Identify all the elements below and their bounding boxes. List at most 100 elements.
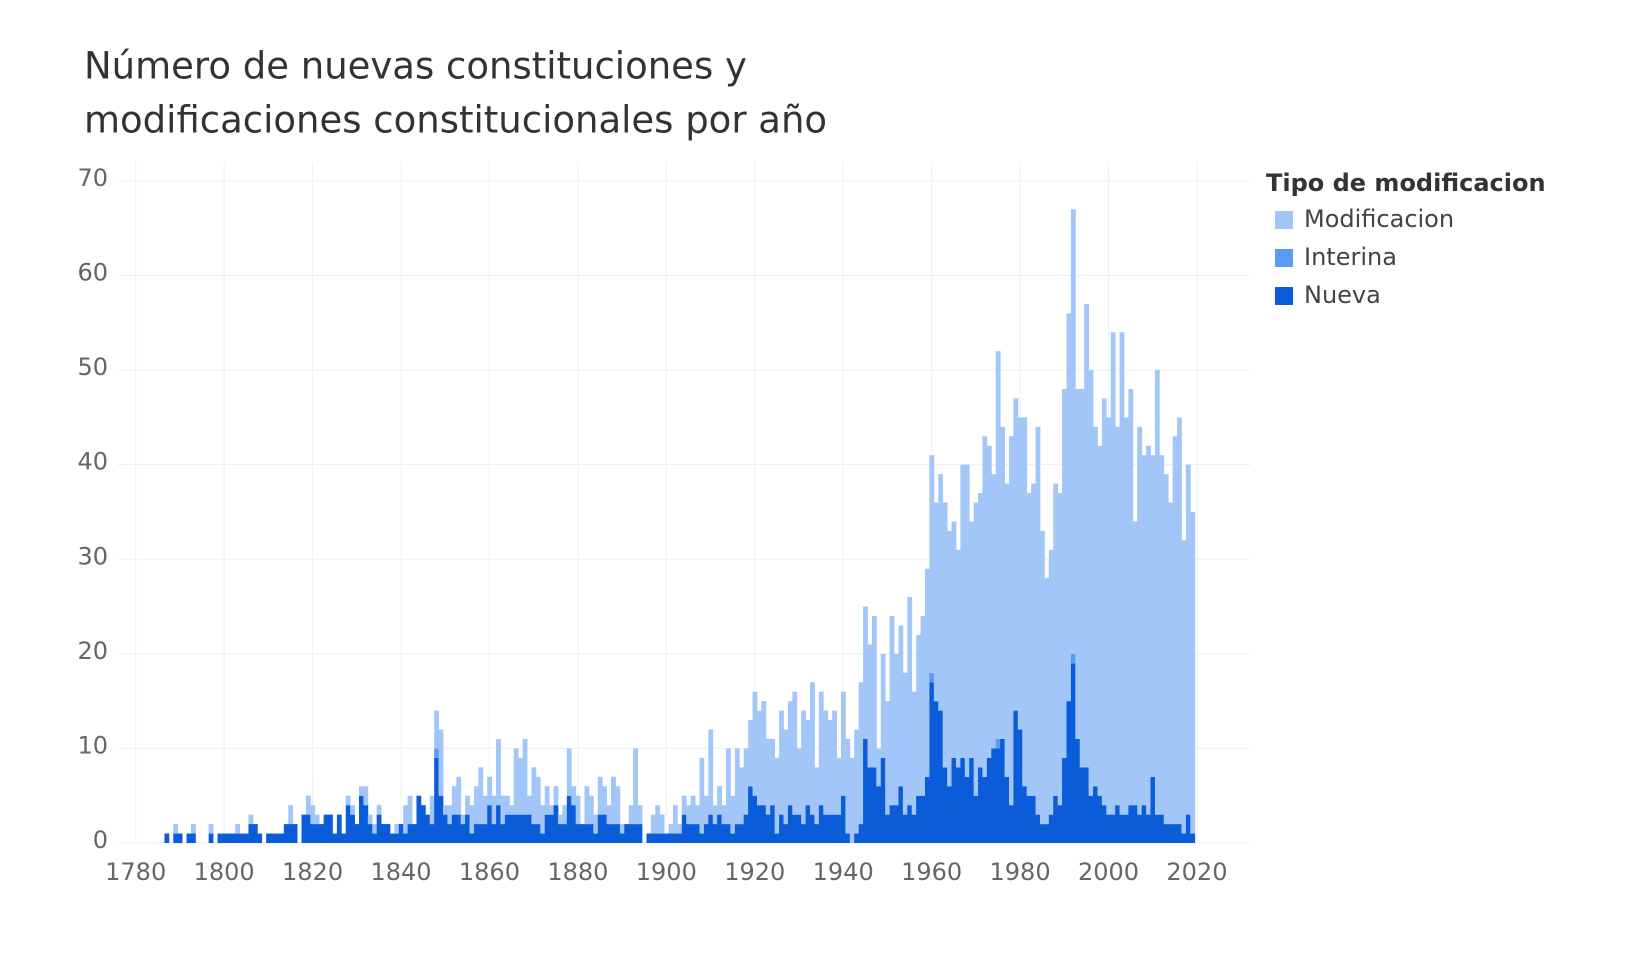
bar-segment xyxy=(1057,805,1063,843)
bar-segment xyxy=(761,701,767,806)
bar-segment xyxy=(1106,417,1112,815)
bar-segment xyxy=(854,833,860,843)
x-tick-label: 1880 xyxy=(547,858,608,886)
bar-segment xyxy=(438,729,444,796)
bar-segment xyxy=(611,824,616,843)
bar-segment xyxy=(637,824,643,843)
bar-segment xyxy=(239,833,245,843)
bar-segment xyxy=(708,814,714,843)
bar-segment xyxy=(876,786,882,843)
bar-segment xyxy=(894,805,899,843)
bar-segment xyxy=(947,530,952,787)
bar-segment xyxy=(1035,814,1041,843)
bar-segment xyxy=(695,824,700,843)
bar-segment xyxy=(1123,814,1129,843)
bar-segment xyxy=(575,795,581,825)
bar-segment xyxy=(1057,493,1063,806)
bar-segment xyxy=(1022,786,1028,843)
bar-segment xyxy=(416,795,422,843)
x-tick-label: 1900 xyxy=(636,858,697,886)
bar-segment xyxy=(597,814,603,843)
bar-segment xyxy=(995,351,1001,739)
bar-segment xyxy=(668,833,674,843)
bar-segment xyxy=(615,824,621,843)
bar-segment xyxy=(491,824,497,843)
bar-segment xyxy=(1132,805,1138,843)
bar-segment xyxy=(823,814,829,843)
bar-segment xyxy=(929,672,935,683)
bar-segment xyxy=(933,502,939,702)
bar-segment xyxy=(1119,332,1125,815)
bar-segment xyxy=(1000,426,1005,739)
bar-segment xyxy=(774,757,780,834)
bar-segment xyxy=(699,757,705,834)
bar-segment xyxy=(964,464,970,777)
bar-segment xyxy=(854,729,860,834)
y-tick-label: 20 xyxy=(77,637,108,665)
bar-segment xyxy=(226,833,232,843)
bar-segment xyxy=(1026,795,1032,843)
bar-segment xyxy=(832,814,837,843)
bar-segment xyxy=(496,738,501,806)
bar-segment xyxy=(1017,417,1023,730)
bar-segment xyxy=(703,824,709,843)
bar-segment xyxy=(451,814,457,843)
bar-segment xyxy=(279,833,285,843)
bar-segment xyxy=(792,814,798,843)
bar-segment xyxy=(1026,493,1032,796)
bar-segment xyxy=(973,502,979,796)
bar-segment xyxy=(496,805,501,843)
bar-segment xyxy=(252,824,258,843)
bar-segment xyxy=(451,786,457,815)
bar-segment xyxy=(960,757,966,843)
bar-segment xyxy=(248,824,254,843)
bar-segment xyxy=(938,474,944,711)
bar-segment xyxy=(721,824,727,843)
bar-segment xyxy=(535,776,541,825)
bar-segment xyxy=(659,833,665,843)
bar-segment xyxy=(288,805,294,825)
bar-segment xyxy=(177,833,183,843)
bar-segment xyxy=(1009,436,1014,806)
bar-segment xyxy=(836,757,842,815)
bar-segment xyxy=(726,748,731,825)
bar-segment xyxy=(818,691,824,806)
bar-segment xyxy=(1168,824,1174,843)
bar-segment xyxy=(1150,776,1156,843)
bar-segment xyxy=(221,833,227,843)
bar-segment xyxy=(880,653,886,758)
bar-segment xyxy=(456,776,462,815)
bar-segment xyxy=(403,833,409,843)
bar-segment xyxy=(911,814,917,843)
bar-segment xyxy=(1097,445,1103,796)
bar-segment xyxy=(1190,511,1196,834)
bar-segment xyxy=(456,814,462,843)
bar-segment xyxy=(717,786,722,815)
bar-segment xyxy=(190,833,196,843)
bar-segment xyxy=(310,824,316,843)
bar-segment xyxy=(672,805,678,834)
bar-segment xyxy=(575,824,581,843)
bar-segment xyxy=(1093,786,1098,843)
bar-segment xyxy=(1172,824,1178,843)
bar-segment xyxy=(341,833,347,843)
bar-segment xyxy=(571,805,577,843)
bar-segment xyxy=(960,464,966,758)
bar-segment xyxy=(681,814,687,843)
bar-segment xyxy=(394,824,400,834)
bar-segment xyxy=(907,805,913,843)
x-tick-label: 1960 xyxy=(901,858,962,886)
x-tick-label: 1840 xyxy=(370,858,431,886)
bar-segment xyxy=(978,493,983,768)
bar-segment xyxy=(473,824,479,843)
bar-segment xyxy=(1048,549,1054,815)
bar-segment xyxy=(469,805,475,834)
bar-segment xyxy=(1084,767,1090,843)
bar-segment xyxy=(1154,814,1160,843)
bar-segment xyxy=(535,824,541,843)
bar-segment xyxy=(628,805,634,825)
bar-segment xyxy=(902,814,908,843)
bar-segment xyxy=(1039,530,1045,825)
bar-segment xyxy=(840,691,846,796)
bar-segment xyxy=(911,691,917,815)
